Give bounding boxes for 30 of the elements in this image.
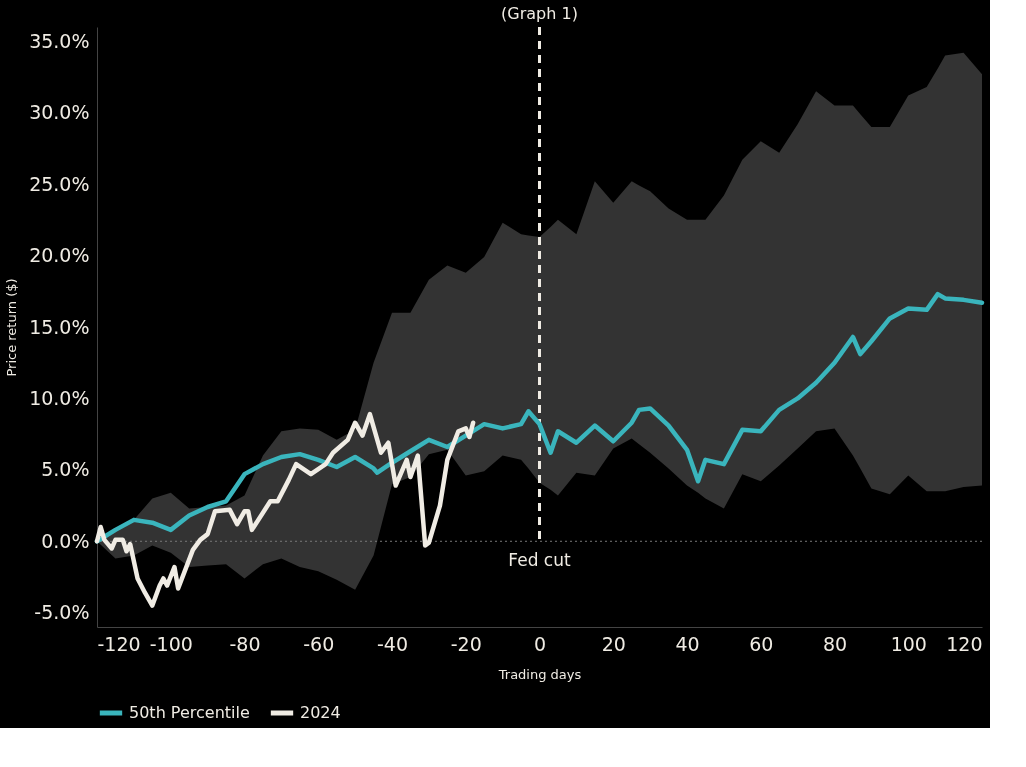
x-tick-label: -20 <box>450 632 482 655</box>
x-tick-label: -80 <box>229 632 261 655</box>
legend-label: 2024 <box>300 703 341 722</box>
chart-title: (Graph 1) <box>501 3 578 23</box>
y-tick-label: 5.0% <box>41 458 90 481</box>
y-tick-label: 15.0% <box>29 315 90 338</box>
x-tick-label: 60 <box>749 632 774 655</box>
x-tick-label: 100 <box>890 632 927 655</box>
y-tick-label: 20.0% <box>29 244 90 267</box>
y-tick-label: -5.0% <box>34 601 90 624</box>
line-series <box>94 411 476 608</box>
x-tick-label: 40 <box>675 632 700 655</box>
y-tick-label: 25.0% <box>29 172 90 195</box>
y-tick-label: 35.0% <box>29 29 90 52</box>
x-tick-label: -100 <box>149 632 193 655</box>
y-tick-label: 0.0% <box>41 529 90 552</box>
ref-line-label: Fed cut <box>508 550 571 571</box>
x-tick-label: -60 <box>303 632 335 655</box>
x-tick-label: 0 <box>533 632 547 655</box>
x-tick-label: 80 <box>822 632 848 655</box>
line-series <box>94 291 985 544</box>
x-tick-label: -120 <box>97 632 141 655</box>
x-tick-label: -40 <box>376 632 409 655</box>
y-tick-label: 10.0% <box>29 386 90 409</box>
x-tick-label: 20 <box>601 632 626 655</box>
y-tick-label: 30.0% <box>29 101 90 124</box>
y-axis-title: Price return ($) <box>4 278 20 377</box>
x-tick-label: 120 <box>946 632 983 655</box>
x-axis-title: Trading days <box>497 666 582 682</box>
legend-label: 50th Percentile <box>129 703 250 722</box>
